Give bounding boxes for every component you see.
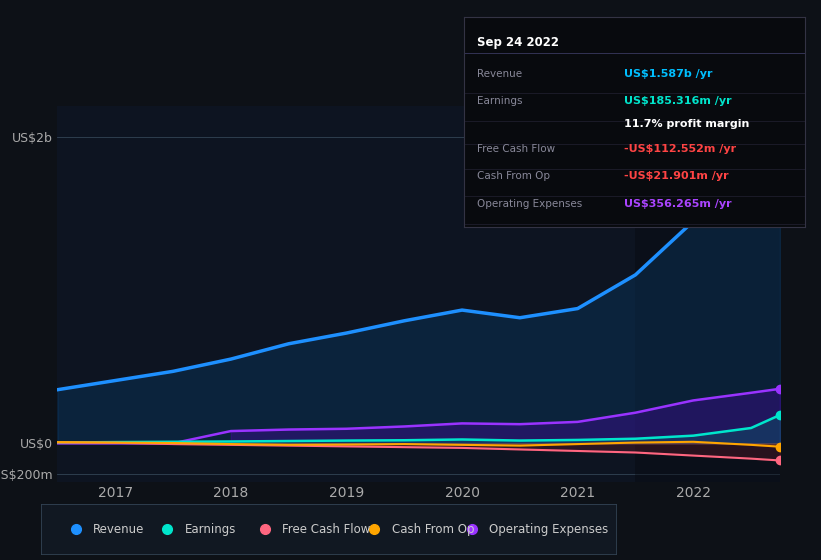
Text: Free Cash Flow: Free Cash Flow — [478, 144, 556, 154]
Text: Sep 24 2022: Sep 24 2022 — [478, 36, 559, 49]
Bar — [635, 106, 780, 482]
Text: -US$21.901m /yr: -US$21.901m /yr — [624, 171, 728, 181]
Text: Earnings: Earnings — [185, 522, 236, 536]
Text: Revenue: Revenue — [478, 68, 523, 78]
Text: -US$112.552m /yr: -US$112.552m /yr — [624, 144, 736, 154]
Text: 11.7% profit margin: 11.7% profit margin — [624, 119, 750, 129]
Text: Operating Expenses: Operating Expenses — [489, 522, 608, 536]
Text: Revenue: Revenue — [93, 522, 144, 536]
Text: Cash From Op: Cash From Op — [392, 522, 474, 536]
Text: Operating Expenses: Operating Expenses — [478, 199, 583, 209]
Text: Cash From Op: Cash From Op — [478, 171, 551, 181]
Text: Free Cash Flow: Free Cash Flow — [282, 522, 371, 536]
Text: Earnings: Earnings — [478, 96, 523, 106]
Text: US$1.587b /yr: US$1.587b /yr — [624, 68, 713, 78]
Text: US$356.265m /yr: US$356.265m /yr — [624, 199, 732, 209]
Text: US$185.316m /yr: US$185.316m /yr — [624, 96, 732, 106]
